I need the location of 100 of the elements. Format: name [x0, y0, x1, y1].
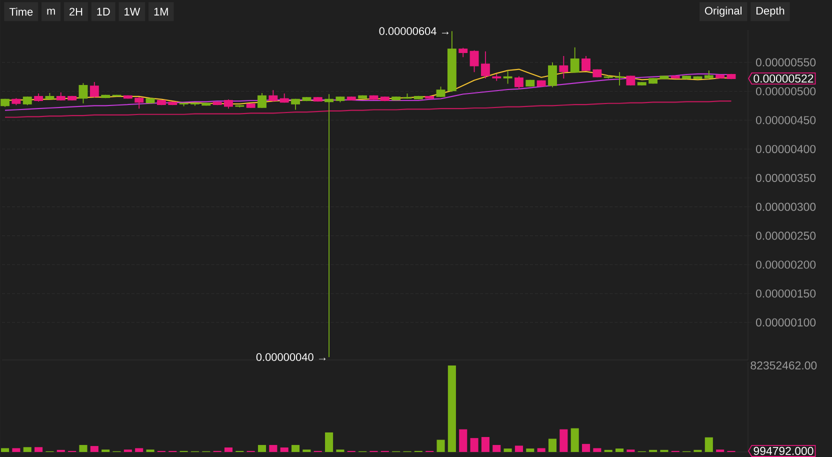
candlestick	[146, 98, 155, 104]
y-tick-label: 0.00000500	[756, 87, 816, 96]
bar	[224, 447, 233, 452]
text: m	[47, 8, 55, 15]
bar	[23, 447, 32, 452]
candlestick	[324, 94, 334, 358]
candlestick	[480, 50, 490, 79]
candlestick	[392, 96, 401, 101]
text: 1W	[124, 8, 140, 16]
bar	[548, 438, 557, 452]
bar	[560, 429, 568, 452]
bar	[90, 446, 98, 452]
bar	[34, 447, 43, 452]
candlestick	[134, 96, 144, 110]
candlestick	[514, 76, 524, 90]
candlestick	[268, 90, 278, 102]
candlestick	[168, 101, 178, 106]
bar	[504, 448, 512, 452]
candlestick	[258, 92, 266, 108]
bar	[570, 428, 579, 452]
bar	[514, 446, 523, 452]
candlestick	[380, 96, 390, 102]
candlestick	[123, 94, 132, 100]
y-tick-label: 0.00000550	[756, 58, 816, 66]
candlestick	[56, 92, 66, 101]
candlestick	[12, 98, 21, 106]
y-tick-label: 0.00000150	[756, 289, 816, 298]
text: Original	[704, 6, 742, 17]
candlestick	[670, 75, 680, 79]
annotation: 0.00000604 →	[379, 27, 448, 36]
bar	[459, 429, 468, 452]
candlestick	[34, 93, 44, 102]
bar	[481, 437, 490, 452]
y-tick-label: 0.00000350	[756, 174, 816, 182]
bar	[537, 448, 546, 452]
candlestick	[693, 76, 702, 80]
text: 82352462.00	[750, 361, 817, 370]
candlestick	[346, 96, 356, 101]
candlestick	[716, 74, 725, 79]
bar	[1, 448, 10, 452]
candlestick	[313, 96, 322, 102]
bar	[269, 444, 278, 452]
candlestick	[470, 50, 479, 73]
candlestick	[637, 82, 646, 86]
text: Time	[9, 8, 33, 16]
candlestick	[615, 72, 624, 86]
candlestick	[45, 92, 54, 100]
candlestick	[604, 75, 613, 79]
annotation: 0.00000040 →	[256, 353, 326, 361]
candlestick	[414, 95, 423, 100]
candlestick	[726, 73, 736, 80]
candlestick	[570, 46, 580, 74]
y-tick-label: 0.00000300	[756, 202, 816, 211]
bar	[448, 365, 456, 452]
candlestick	[291, 98, 300, 110]
bar	[325, 432, 334, 452]
candlestick	[235, 104, 244, 108]
bar	[526, 448, 534, 452]
bar	[470, 438, 478, 452]
text: 994792.000	[754, 446, 814, 455]
candlestick	[436, 86, 446, 98]
candlestick	[458, 47, 468, 58]
candlestick	[280, 93, 289, 104]
candlestick	[425, 95, 434, 100]
bar	[582, 444, 590, 452]
bar	[291, 444, 300, 452]
candlestick	[704, 70, 714, 79]
candlestick	[101, 94, 110, 99]
bar	[436, 440, 445, 452]
y-tick-label: 0.00000400	[756, 144, 816, 154]
candlestick	[156, 99, 166, 106]
candlestick	[660, 75, 669, 80]
candlestick	[536, 80, 546, 88]
candlestick	[112, 94, 122, 97]
bar	[12, 448, 20, 452]
y-tick-label: 0.00000450	[756, 116, 816, 124]
text: 0.00000522	[754, 74, 814, 83]
candlestick	[582, 56, 590, 72]
y-tick-label: 0.00000200	[756, 260, 816, 269]
candlestick	[90, 82, 99, 98]
candlestick	[0, 98, 10, 108]
text: 2H	[70, 8, 82, 16]
candlestick	[302, 96, 312, 102]
candlestick	[526, 79, 535, 88]
bar	[616, 448, 624, 452]
candlestick	[548, 62, 557, 88]
candlestick	[22, 96, 32, 106]
candlestick	[682, 75, 692, 80]
bar	[79, 444, 88, 452]
candlestick	[336, 96, 345, 103]
bar	[258, 444, 266, 452]
text: 1D	[97, 8, 110, 16]
y-tick-label: 0.00000250	[756, 232, 816, 240]
y-tick-label: 0.00000100	[756, 318, 816, 326]
bar	[280, 447, 288, 452]
candlestick	[190, 102, 200, 106]
bar	[704, 437, 713, 452]
bar	[135, 448, 144, 452]
candlestick	[78, 82, 88, 104]
candlestick	[246, 102, 256, 108]
